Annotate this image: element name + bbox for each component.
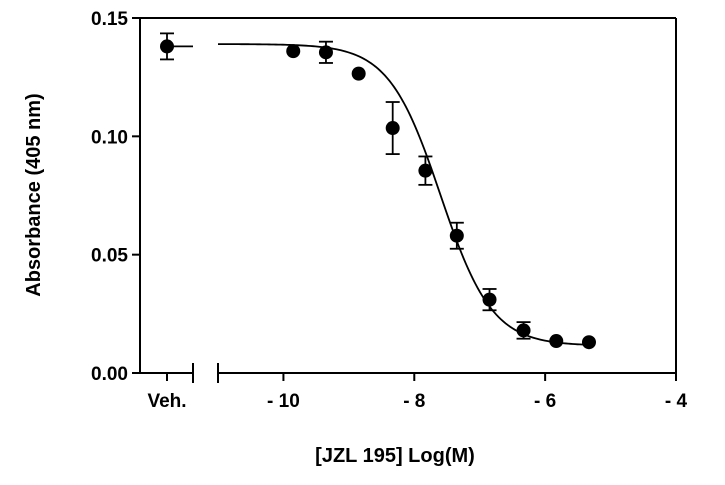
data-point <box>286 44 301 59</box>
x-axis-title: [JZL 195] Log(M) <box>315 445 475 467</box>
data-point <box>418 163 433 178</box>
data-point <box>318 45 333 60</box>
data-point <box>385 121 400 136</box>
y-tick-label: 0.05 <box>91 246 128 267</box>
y-tick-label: 0.15 <box>91 9 128 30</box>
fit-curve <box>218 43 590 346</box>
plot-frame <box>139 17 677 383</box>
x-tick-label: - 6 <box>534 391 556 412</box>
data-point <box>449 228 464 243</box>
y-tick-label: 0.10 <box>91 127 128 148</box>
vehicle-point <box>160 39 174 54</box>
x-tick-label: - 4 <box>665 391 688 412</box>
x-axis: - 10 - 8 - 6 - 4 Veh. <box>147 373 688 412</box>
y-axis-title: Absorbance (405 nm) <box>23 93 45 296</box>
data-point <box>351 66 366 81</box>
fit-curve-group <box>167 43 590 346</box>
x-tick-label: - 8 <box>403 391 425 412</box>
data-point <box>482 292 497 307</box>
data-point <box>549 334 564 349</box>
x-tick-label-vehicle: Veh. <box>147 391 186 412</box>
x-tick-label: - 10 <box>267 391 300 412</box>
data-point <box>516 323 531 338</box>
error-bars <box>160 32 531 340</box>
data-points <box>160 39 596 350</box>
y-axis: 0.00 0.05 0.10 0.15 <box>91 9 140 385</box>
data-point <box>581 335 596 350</box>
y-tick-label: 0.00 <box>91 364 128 385</box>
